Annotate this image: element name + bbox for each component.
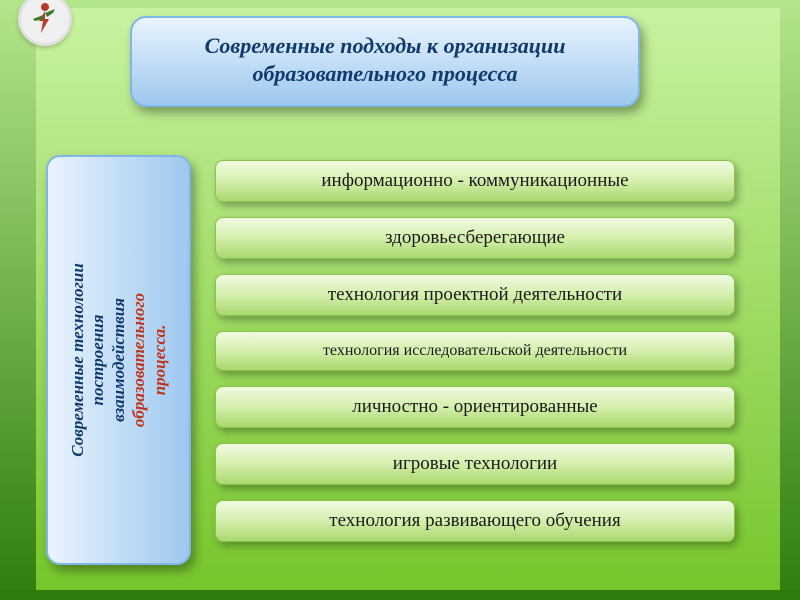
slide-root: Современные подходы к организации образо… <box>0 0 800 600</box>
title-card: Современные подходы к организации образо… <box>130 16 640 107</box>
list-item-label: здоровьесберегающие <box>379 227 571 249</box>
list-item-label: информационно - коммуникационные <box>315 170 634 192</box>
sidebar-line2: построения <box>88 263 108 457</box>
list-item-label: технология развивающего обучения <box>323 510 626 532</box>
decor-band-left <box>0 0 36 600</box>
sidebar-line5: процесса. <box>149 263 169 457</box>
list-item-label: технология проектной деятельности <box>322 284 628 306</box>
list-item: игровые технологии <box>215 443 735 485</box>
logo-badge <box>18 0 72 46</box>
sidebar-line3: взаимодействия <box>108 263 128 457</box>
list-item: личностно - ориентированные <box>215 386 735 428</box>
sidebar-line4: образовательного <box>129 263 149 457</box>
sidebar-text: Современные технологии построения взаимо… <box>68 263 170 457</box>
runner-icon <box>25 0 65 39</box>
list-item-label: технология исследовательской деятельност… <box>317 342 633 360</box>
decor-band-bottom <box>0 590 800 600</box>
sidebar-card: Современные технологии построения взаимо… <box>46 155 191 565</box>
list-item: технология развивающего обучения <box>215 500 735 542</box>
title-text: Современные подходы к организации образо… <box>150 32 620 87</box>
list-item-label: игровые технологии <box>387 453 563 475</box>
decor-band-right <box>780 0 800 600</box>
list-item: здоровьесберегающие <box>215 217 735 259</box>
list-item-label: личностно - ориентированные <box>346 396 604 418</box>
items-list: информационно - коммуникационные здоровье… <box>215 160 735 542</box>
list-item: технология проектной деятельности <box>215 274 735 316</box>
decor-band-top <box>0 0 800 8</box>
list-item: информационно - коммуникационные <box>215 160 735 202</box>
list-item: технология исследовательской деятельност… <box>215 331 735 371</box>
sidebar-line1: Современные технологии <box>68 263 88 457</box>
